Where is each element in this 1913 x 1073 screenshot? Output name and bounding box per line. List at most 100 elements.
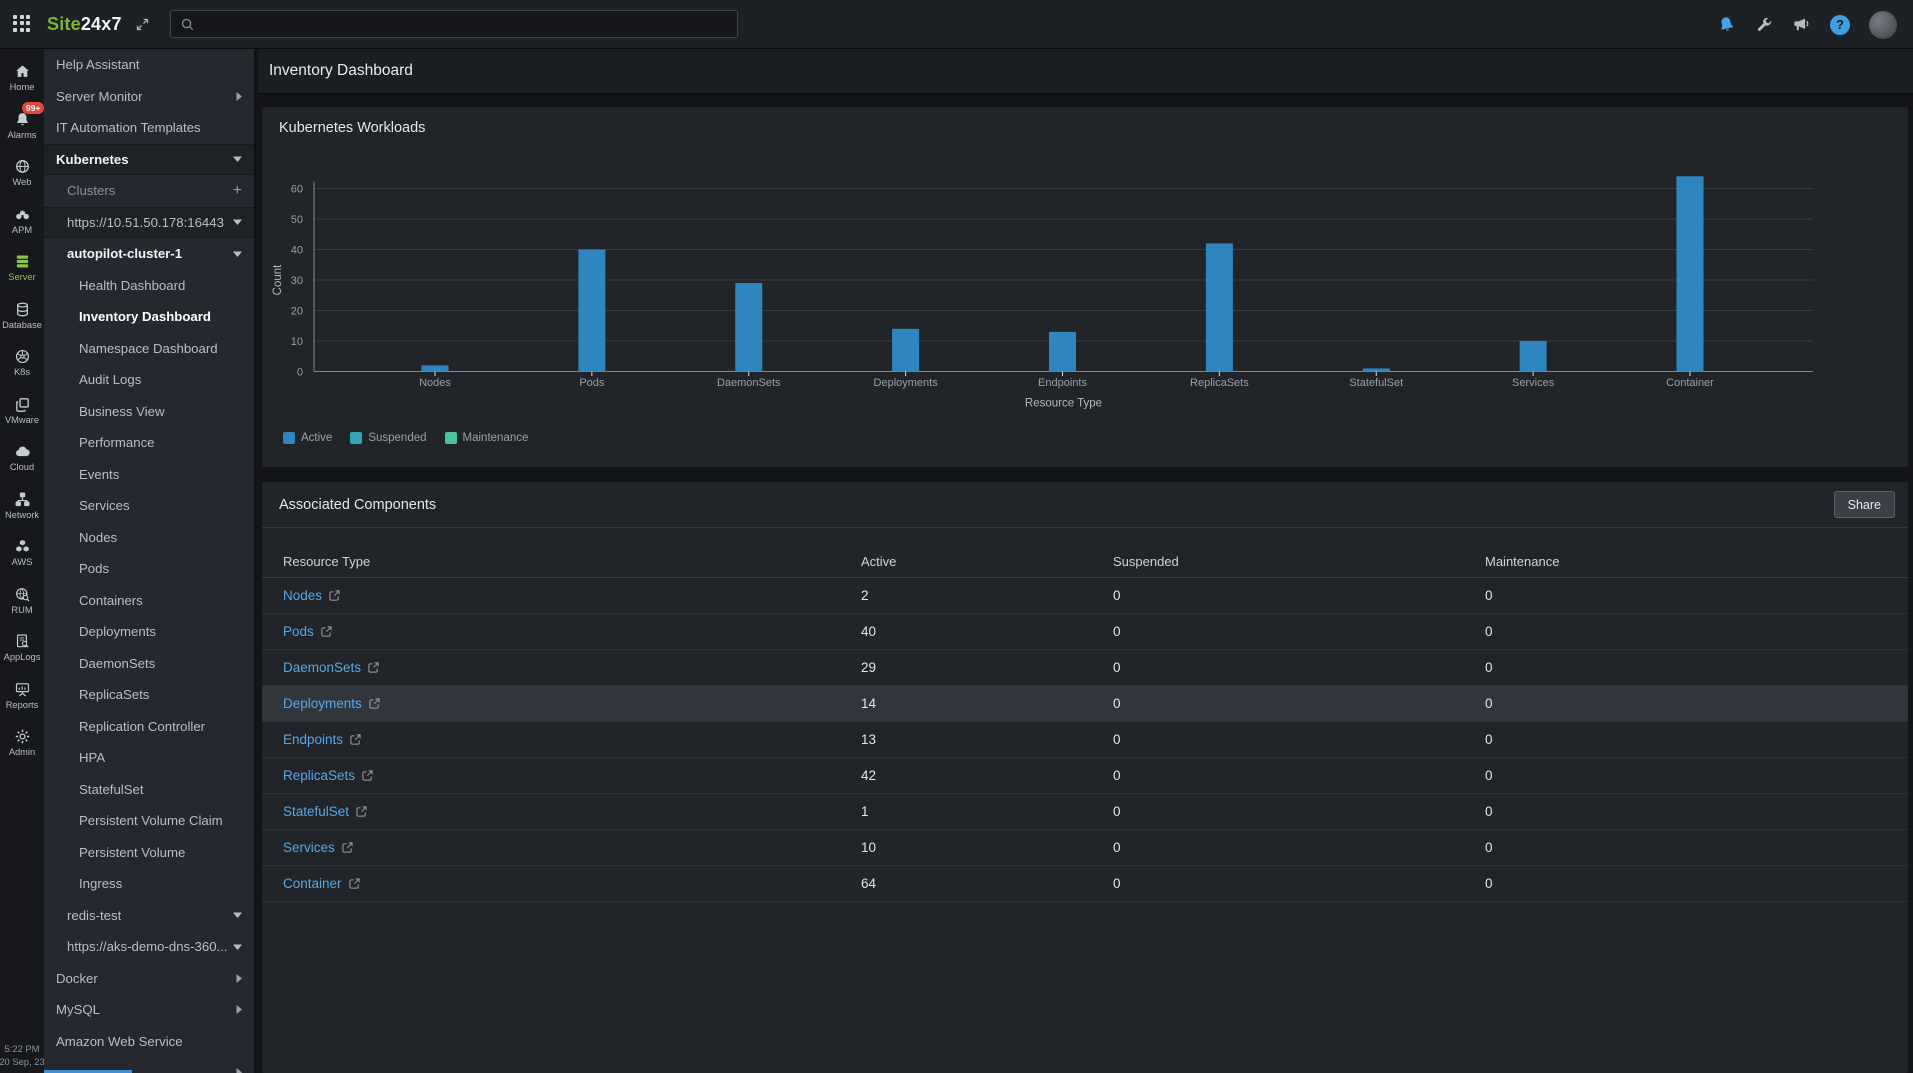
search-input[interactable] bbox=[201, 15, 728, 33]
table-row-endpoints[interactable]: Endpoints 13 0 0 bbox=[262, 722, 1908, 758]
tools-wrench-icon[interactable] bbox=[1755, 16, 1773, 34]
rail-item-web[interactable]: Web bbox=[0, 149, 44, 197]
chart-bar-container[interactable] bbox=[1676, 176, 1704, 372]
sidebar-item-https-10-51-50-178-16443[interactable]: https://10.51.50.178:16443 bbox=[44, 206, 254, 238]
rail-item-aws[interactable]: AWS bbox=[0, 529, 44, 577]
sidebar-item-business-view[interactable]: Business View bbox=[44, 396, 254, 428]
chart-bar-endpoints[interactable] bbox=[1049, 331, 1076, 372]
sidebar-item-amazon-web-service[interactable]: Amazon Web Service bbox=[44, 1026, 254, 1058]
sidebar-item-health-dashboard[interactable]: Health Dashboard bbox=[44, 270, 254, 302]
sidebar-item-help-assistant[interactable]: Help Assistant bbox=[44, 49, 254, 81]
legend-item-maintenance[interactable]: Maintenance bbox=[444, 432, 528, 444]
resource-link-statefulset[interactable]: StatefulSet bbox=[283, 804, 367, 819]
rail-item-server[interactable]: Server bbox=[0, 244, 44, 292]
rail-item-apm[interactable]: APM bbox=[0, 197, 44, 245]
x-tick-label: Container bbox=[1666, 377, 1714, 389]
chart-bar-deployments[interactable] bbox=[892, 328, 920, 372]
user-avatar[interactable] bbox=[1869, 10, 1897, 39]
rail-item-k8s[interactable]: K8s bbox=[0, 339, 44, 387]
table-row-pods[interactable]: Pods 40 0 0 bbox=[262, 614, 1908, 650]
table-row-container[interactable]: Container 64 0 0 bbox=[262, 866, 1908, 902]
announcements-megaphone-icon[interactable] bbox=[1792, 15, 1811, 34]
rail-item-cloud[interactable]: Cloud bbox=[0, 434, 44, 482]
rail-item-home[interactable]: Home bbox=[0, 54, 44, 102]
expand-icon[interactable] bbox=[135, 17, 150, 32]
resource-link-pods[interactable]: Pods bbox=[283, 624, 332, 639]
chart-bar-daemonsets[interactable] bbox=[735, 283, 763, 372]
sidebar-item-namespace-dashboard[interactable]: Namespace Dashboard bbox=[44, 333, 254, 365]
sidebar-item-docker[interactable]: Docker bbox=[44, 963, 254, 995]
table-row-services[interactable]: Services 10 0 0 bbox=[262, 830, 1908, 866]
sidebar-item-kubernetes[interactable]: Kubernetes bbox=[44, 143, 254, 175]
sidebar-item-daemonsets[interactable]: DaemonSets bbox=[44, 648, 254, 680]
resource-link-services[interactable]: Services bbox=[283, 840, 353, 855]
sidebar-item-containers[interactable]: Containers bbox=[44, 585, 254, 617]
sidebar-item-hpa[interactable]: HPA bbox=[44, 742, 254, 774]
table-row-replicasets[interactable]: ReplicaSets 42 0 0 bbox=[262, 758, 1908, 794]
table-row-deployments[interactable]: Deployments 14 0 0 bbox=[262, 686, 1908, 722]
table-header-row: Resource Type Active Suspended Maintenance bbox=[262, 546, 1908, 578]
rail-item-vmware[interactable]: VMware bbox=[0, 387, 44, 435]
table-row-daemonsets[interactable]: DaemonSets 29 0 0 bbox=[262, 650, 1908, 686]
rail-item-alarms[interactable]: Alarms 99+ bbox=[0, 101, 45, 150]
sidebar-item-clusters[interactable]: Clusters + bbox=[44, 175, 254, 207]
resource-link-container[interactable]: Container bbox=[283, 876, 360, 891]
sidebar-item-deployments[interactable]: Deployments bbox=[44, 616, 254, 648]
sidebar-item-events[interactable]: Events bbox=[44, 459, 254, 491]
chart-bar-nodes[interactable] bbox=[421, 365, 449, 372]
sidebar-item-https-aks-demo-dns-360[interactable]: https://aks-demo-dns-360... bbox=[44, 931, 254, 963]
maintenance-count: 0 bbox=[1485, 624, 1493, 639]
resource-link-replicasets[interactable]: ReplicaSets bbox=[283, 768, 373, 783]
rail-item-reports[interactable]: Reports bbox=[0, 672, 44, 720]
sidebar-item-persistent-volume[interactable]: Persistent Volume bbox=[44, 837, 254, 869]
rail-item-label: Home bbox=[9, 82, 35, 93]
sidebar-item-inventory-dashboard[interactable]: Inventory Dashboard bbox=[44, 301, 254, 333]
sidebar-item-partial[interactable] bbox=[44, 1057, 254, 1073]
sidebar-item-audit-logs[interactable]: Audit Logs bbox=[44, 364, 254, 396]
resource-link-endpoints[interactable]: Endpoints bbox=[283, 732, 361, 747]
legend-item-suspended[interactable]: Suspended bbox=[350, 432, 427, 444]
sidebar-item-redis-test[interactable]: redis-test bbox=[44, 900, 254, 932]
rail-item-admin[interactable]: Admin bbox=[0, 719, 44, 767]
add-icon[interactable]: + bbox=[232, 181, 242, 199]
resource-link-daemonsets[interactable]: DaemonSets bbox=[283, 660, 379, 675]
resource-link-nodes[interactable]: Nodes bbox=[283, 588, 340, 603]
sidebar-item-mysql[interactable]: MySQL bbox=[44, 994, 254, 1026]
resource-link-deployments[interactable]: Deployments bbox=[283, 696, 380, 711]
table-row-nodes[interactable]: Nodes 2 0 0 bbox=[262, 578, 1908, 614]
rail-item-network[interactable]: Network bbox=[0, 482, 44, 530]
sidebar-item-label: Persistent Volume Claim bbox=[79, 813, 223, 829]
chart-bar-services[interactable] bbox=[1519, 341, 1547, 372]
sidebar-item-services[interactable]: Services bbox=[44, 490, 254, 522]
help-icon[interactable]: ? bbox=[1830, 14, 1850, 35]
rail-items: Home Alarms 99+ Web APM Server Database K8s VMwa… bbox=[0, 54, 45, 767]
table-row-statefulset[interactable]: StatefulSet 1 0 0 bbox=[262, 794, 1908, 830]
chart-bar-statefulset[interactable] bbox=[1362, 368, 1390, 372]
sidebar-item-statefulset[interactable]: StatefulSet bbox=[44, 774, 254, 806]
apps-grid-icon[interactable] bbox=[13, 14, 32, 34]
sidebar-item-persistent-volume-claim[interactable]: Persistent Volume Claim bbox=[44, 805, 254, 837]
sidebar-item-autopilot-cluster-1[interactable]: autopilot-cluster-1 bbox=[44, 238, 254, 270]
maintenance-count: 0 bbox=[1485, 588, 1493, 603]
sidebar-item-replication-controller[interactable]: Replication Controller bbox=[44, 711, 254, 743]
chart-bar-replicasets[interactable] bbox=[1205, 243, 1233, 372]
legend-item-active[interactable]: Active bbox=[283, 432, 332, 444]
share-button[interactable]: Share bbox=[1833, 491, 1895, 518]
sidebar-item-replicasets[interactable]: ReplicaSets bbox=[44, 679, 254, 711]
sidebar-item-ingress[interactable]: Ingress bbox=[44, 868, 254, 900]
site24x7-logo[interactable]: Site24x7 bbox=[47, 14, 122, 35]
sidebar-item-it-automation-templates[interactable]: IT Automation Templates bbox=[44, 112, 254, 144]
suspended-count: 0 bbox=[1113, 876, 1121, 891]
x-tick-label: Deployments bbox=[874, 377, 939, 389]
x-tick-label: Services bbox=[1512, 377, 1555, 389]
rail-item-applogs[interactable]: AppLogs bbox=[0, 624, 44, 672]
rail-item-database[interactable]: Database bbox=[0, 292, 44, 340]
sidebar-item-pods[interactable]: Pods bbox=[44, 553, 254, 585]
sidebar-item-performance[interactable]: Performance bbox=[44, 427, 254, 459]
notifications-bell-icon[interactable] bbox=[1715, 13, 1738, 36]
chart-bar-pods[interactable] bbox=[578, 249, 606, 372]
rail-item-rum[interactable]: RUM bbox=[0, 577, 44, 625]
sidebar-item-server-monitor[interactable]: Server Monitor bbox=[44, 81, 254, 113]
sidebar-item-nodes[interactable]: Nodes bbox=[44, 522, 254, 554]
bell-icon bbox=[14, 111, 31, 128]
